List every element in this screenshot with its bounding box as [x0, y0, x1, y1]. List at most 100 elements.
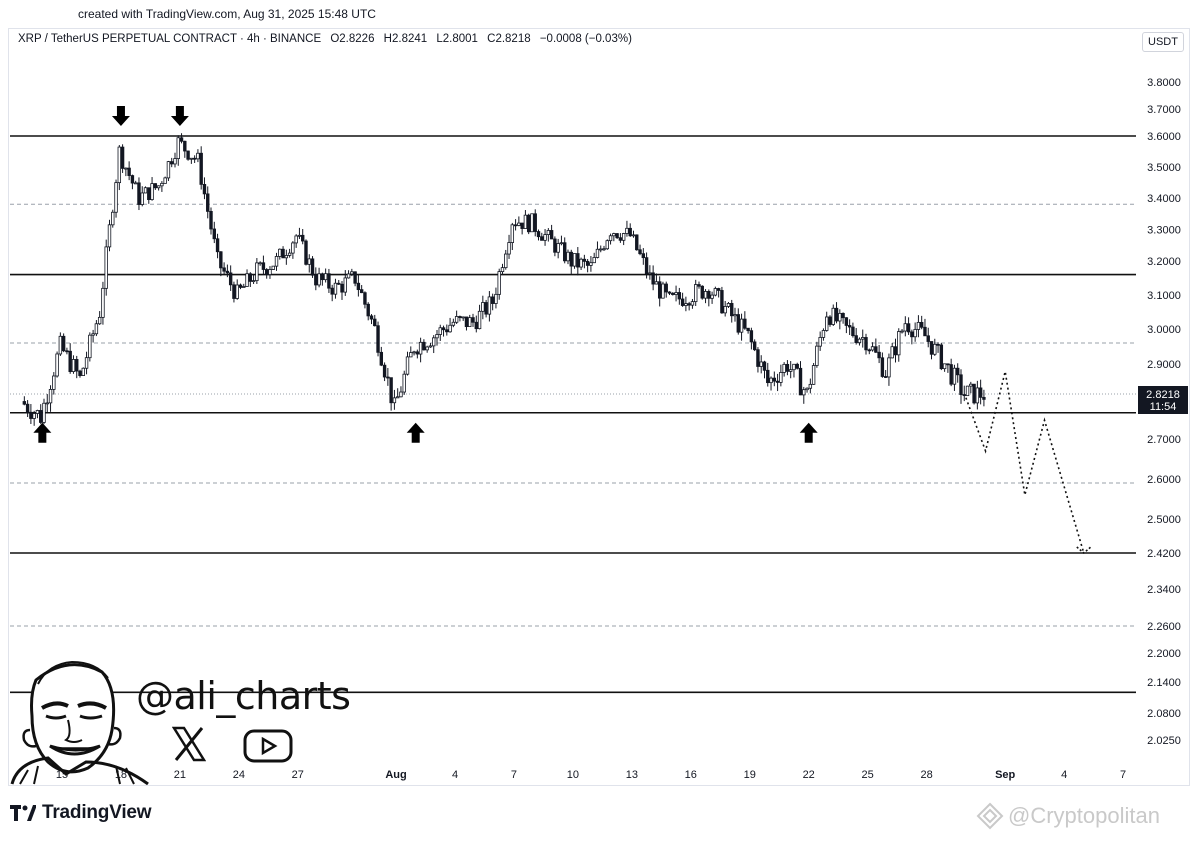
- x-tick-label: 10: [567, 769, 579, 781]
- tradingview-brand[interactable]: TradingView: [10, 802, 152, 824]
- candle-body: [690, 301, 695, 306]
- candle-body: [504, 253, 508, 269]
- candle-body: [353, 271, 357, 284]
- candle-body: [52, 375, 56, 390]
- candle-body: [192, 157, 197, 160]
- candle-body: [343, 277, 347, 293]
- candle-body: [654, 281, 659, 285]
- candle-body: [579, 258, 583, 268]
- candle-body: [474, 321, 478, 330]
- y-tick-label: 3.7000: [1147, 104, 1181, 116]
- candle-body: [592, 257, 596, 264]
- candle-body: [969, 383, 973, 387]
- x-tick-label: 28: [920, 769, 932, 781]
- candle-body: [438, 327, 442, 335]
- candle-body: [363, 292, 367, 305]
- candle-body: [304, 240, 308, 265]
- candle-body: [68, 350, 72, 372]
- candle-body: [599, 248, 603, 251]
- candle-body: [946, 363, 950, 366]
- candle-body: [887, 357, 891, 378]
- x-tick-label: 21: [174, 769, 186, 781]
- candle-body: [942, 363, 947, 370]
- youtube-icon[interactable]: [242, 728, 294, 769]
- candle-body: [39, 410, 43, 423]
- candle-body: [337, 282, 341, 285]
- candle-body: [183, 140, 187, 152]
- candle-body: [936, 343, 940, 346]
- candle-body: [851, 326, 855, 337]
- candle-body: [520, 222, 524, 229]
- candle-body: [513, 224, 518, 227]
- candle-body: [661, 283, 665, 299]
- candle-body: [864, 337, 868, 351]
- candle-body: [540, 236, 544, 241]
- candle-body: [379, 351, 384, 366]
- candle-body: [726, 303, 731, 307]
- price-tag-price: 2.8218: [1146, 389, 1180, 401]
- candle-body: [468, 317, 472, 328]
- candle-body: [775, 380, 780, 383]
- candle-body: [25, 403, 30, 413]
- candle-body: [798, 367, 803, 396]
- candle-body: [684, 303, 688, 306]
- candle-body: [710, 294, 714, 299]
- candle-body: [716, 288, 721, 291]
- candle-body: [546, 230, 551, 235]
- candle-body: [811, 365, 816, 385]
- candle-body: [435, 334, 439, 339]
- candle-body: [248, 273, 253, 282]
- y-tick-label: 3.4000: [1147, 193, 1181, 205]
- candle-body: [625, 227, 629, 234]
- candle-body: [29, 411, 33, 419]
- candle-body: [752, 341, 757, 351]
- candle-body: [232, 284, 236, 299]
- candle-body: [821, 330, 826, 338]
- symbol-legend: XRP / TetherUS PERPETUAL CONTRACT · 4h ·…: [18, 33, 638, 45]
- candle-body: [91, 333, 95, 336]
- candle-body: [251, 280, 256, 283]
- down-arrow-icon: [170, 106, 189, 126]
- candle-body: [212, 228, 216, 240]
- candle-body: [428, 345, 433, 348]
- candle-body: [412, 351, 416, 354]
- candle-body: [648, 272, 652, 275]
- candle-body: [101, 287, 105, 318]
- change-value: −0.0008 (−0.03%): [539, 33, 632, 45]
- candle-body: [140, 192, 144, 205]
- candle-body: [536, 231, 541, 238]
- x-tick-label: 24: [233, 769, 245, 781]
- y-tick-label: 2.3400: [1147, 584, 1181, 596]
- y-tick-label: 2.0800: [1147, 708, 1181, 720]
- close-value: C2.8218: [487, 33, 531, 45]
- candle-body: [533, 213, 537, 232]
- candle-body: [792, 363, 796, 371]
- candle-body: [890, 346, 894, 359]
- candle-body: [268, 269, 272, 275]
- created-with-caption: created with TradingView.com, Aug 31, 20…: [78, 7, 376, 21]
- candle-body: [448, 324, 452, 333]
- open-value: O2.8226: [330, 33, 375, 45]
- candle-body: [923, 326, 927, 337]
- candle-body: [818, 337, 822, 347]
- candle-body: [949, 364, 953, 385]
- candle-body: [795, 363, 799, 369]
- candle-body: [500, 267, 505, 273]
- candle-body: [644, 257, 649, 274]
- candle-body: [933, 343, 937, 355]
- currency-selector[interactable]: USDT: [1142, 32, 1184, 52]
- candle-body: [559, 242, 564, 245]
- candle-body: [982, 396, 986, 400]
- x-tick-label: Aug: [385, 769, 406, 781]
- candle-body: [517, 222, 521, 226]
- candle-body: [677, 292, 682, 300]
- candle-body: [373, 318, 377, 327]
- y-tick-label: 2.2600: [1147, 621, 1181, 633]
- candle-body: [127, 167, 131, 176]
- candle-body: [759, 361, 763, 367]
- x-logo-icon[interactable]: [171, 726, 207, 767]
- projection-path: [965, 371, 1085, 554]
- candle-body: [805, 387, 809, 391]
- candle-body: [264, 269, 269, 275]
